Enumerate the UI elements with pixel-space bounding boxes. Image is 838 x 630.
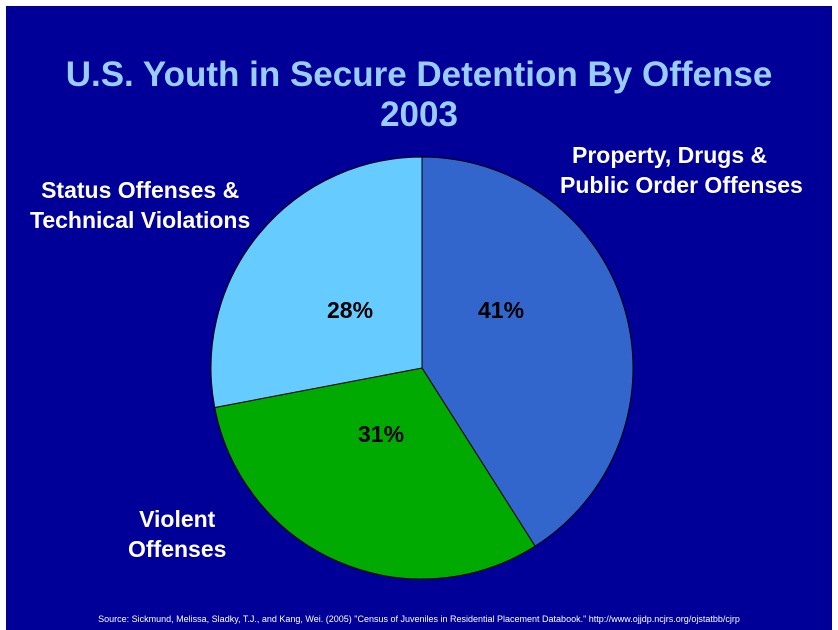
slice-status xyxy=(210,156,423,409)
source-citation: Source: Sickmund, Melissa, Sladky, T.J.,… xyxy=(98,614,740,624)
category-label-property: Property, Drugs & Public Order Offenses xyxy=(560,140,803,200)
category-label-violent: Violent Offenses xyxy=(128,504,226,564)
category-label-property-line2: Public Order Offenses xyxy=(560,172,803,198)
slice-violent xyxy=(214,367,536,580)
category-label-status: Status Offenses & Technical Violations xyxy=(30,175,250,235)
category-label-status-line2: Technical Violations xyxy=(30,207,251,233)
category-label-status-line1: Status Offenses & xyxy=(41,177,240,203)
category-label-property-line1: Property, Drugs & xyxy=(572,142,768,168)
slice-property xyxy=(421,156,634,547)
slice-value-violent: 31% xyxy=(358,421,405,447)
chart-subtitle: 2003 xyxy=(380,95,458,134)
slice-value-property: 41% xyxy=(478,297,525,323)
slice-value-status: 28% xyxy=(327,297,374,323)
category-label-violent-line1: Violent xyxy=(139,506,216,532)
category-label-violent-line2: Offenses xyxy=(128,536,227,562)
chart-title: U.S. Youth in Secure Detention By Offens… xyxy=(65,55,773,94)
